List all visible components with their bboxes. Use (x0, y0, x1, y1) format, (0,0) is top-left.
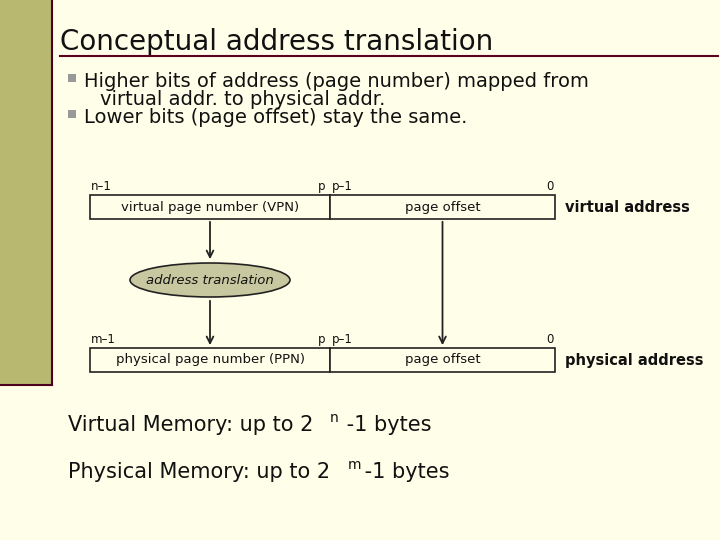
Text: -1 bytes: -1 bytes (340, 415, 431, 435)
Bar (330, 195, 555, 219)
Text: virtual address: virtual address (565, 199, 690, 214)
Text: 0: 0 (546, 180, 554, 193)
Text: page offset: page offset (405, 354, 480, 367)
Text: Higher bits of address (page number) mapped from: Higher bits of address (page number) map… (84, 72, 589, 91)
Text: p: p (318, 180, 325, 193)
Text: m–1: m–1 (91, 333, 116, 346)
Text: physical address: physical address (565, 353, 703, 368)
Text: Virtual Memory: up to 2: Virtual Memory: up to 2 (68, 415, 313, 435)
Text: address translation: address translation (146, 273, 274, 287)
Text: p: p (318, 333, 325, 346)
Text: m: m (348, 458, 361, 472)
Bar (90, 348, 330, 372)
Text: virtual addr. to physical addr.: virtual addr. to physical addr. (100, 90, 385, 109)
Bar (330, 348, 555, 372)
Text: p–1: p–1 (332, 180, 353, 193)
Text: 0: 0 (546, 333, 554, 346)
Text: Conceptual address translation: Conceptual address translation (60, 28, 493, 56)
Text: p–1: p–1 (332, 333, 353, 346)
Text: page offset: page offset (405, 200, 480, 213)
Bar (68, 74, 76, 82)
Text: -1 bytes: -1 bytes (358, 462, 449, 482)
Bar (0, 0, 52, 385)
Ellipse shape (130, 263, 290, 297)
Text: Lower bits (page offset) stay the same.: Lower bits (page offset) stay the same. (84, 108, 467, 127)
Text: n–1: n–1 (91, 180, 112, 193)
Text: virtual page number (VPN): virtual page number (VPN) (121, 200, 299, 213)
Text: physical page number (PPN): physical page number (PPN) (115, 354, 305, 367)
Text: n: n (330, 411, 338, 425)
Bar (68, 110, 76, 118)
Text: Physical Memory: up to 2: Physical Memory: up to 2 (68, 462, 330, 482)
Bar (90, 195, 330, 219)
